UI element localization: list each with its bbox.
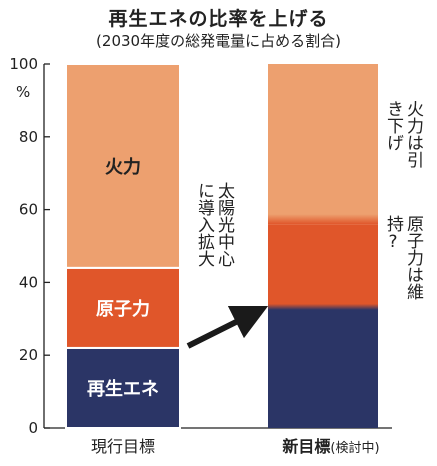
category-label: 新目標(検討中) bbox=[282, 437, 379, 456]
segment-label: 原子力 bbox=[96, 299, 150, 320]
bar-segment-nuclear bbox=[268, 224, 378, 308]
y-unit-label: % bbox=[16, 83, 30, 101]
y-tick-label: 60 bbox=[19, 201, 38, 219]
chart-title: 再生エネの比率を上げる bbox=[108, 8, 329, 30]
bar-segment-renewable bbox=[268, 307, 378, 428]
bar-segment-fossil bbox=[268, 64, 378, 225]
chart-subtitle: (2030年度の総発電量に占める割合) bbox=[96, 32, 341, 50]
category-label: 現行目標 bbox=[91, 437, 155, 456]
y-tick-label: 80 bbox=[19, 128, 38, 146]
y-tick-label: 40 bbox=[19, 273, 38, 291]
bar-segment-nuclear bbox=[65, 266, 181, 349]
arrow-annotation: 太陽光中心に導入拡大 bbox=[194, 182, 234, 267]
y-tick-label: 0 bbox=[28, 419, 38, 437]
segment-label: 再生エネ bbox=[87, 378, 159, 400]
growth-arrow bbox=[186, 305, 269, 349]
bar-segment-renewable bbox=[65, 346, 181, 430]
y-tick-label: 20 bbox=[19, 346, 38, 364]
category-suffix: (検討中) bbox=[330, 440, 379, 456]
blend-nuclear-fossil bbox=[268, 214, 378, 225]
fossil-annotation: 火力は引き下げ bbox=[383, 100, 423, 168]
segment-label: 火力 bbox=[105, 157, 141, 178]
blend-renewable-nuclear bbox=[268, 303, 378, 310]
bar-segment-fossil bbox=[65, 63, 181, 269]
y-tick-label: 100 bbox=[9, 55, 38, 73]
nuclear-annotation: 原子力は維持? bbox=[383, 215, 423, 300]
